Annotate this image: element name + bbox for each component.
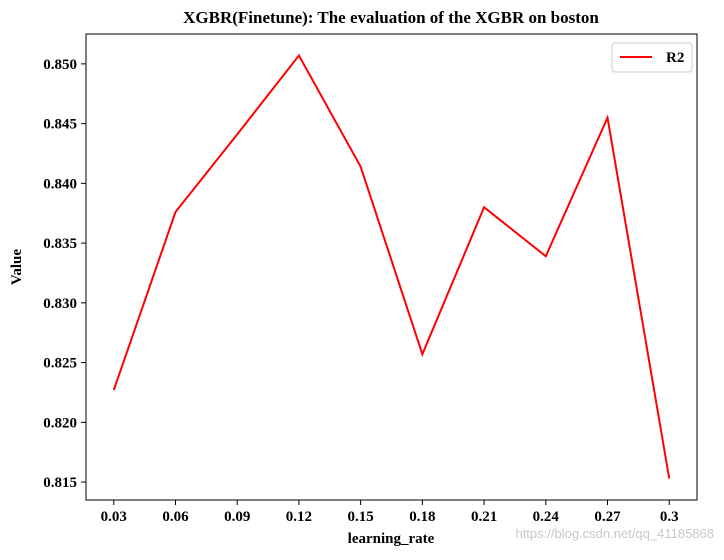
x-tick-label: 0.09 <box>224 509 250 525</box>
legend-label-r2: R2 <box>666 50 684 66</box>
x-tick-label: 0.15 <box>348 509 374 525</box>
chart-title: XGBR(Finetune): The evaluation of the XG… <box>183 8 599 27</box>
y-tick-label: 0.815 <box>43 475 77 491</box>
legend: R2 <box>611 42 693 73</box>
y-tick-label: 0.820 <box>43 415 77 431</box>
y-tick-label: 0.825 <box>43 356 77 372</box>
y-tick-label: 0.830 <box>43 296 77 312</box>
plot-frame <box>85 33 698 501</box>
y-tick-label: 0.845 <box>43 117 77 133</box>
x-tick-label: 0.24 <box>533 509 560 525</box>
y-tick-label: 0.850 <box>43 57 77 73</box>
x-tick-label: 0.06 <box>162 509 189 525</box>
y-axis-label: Value <box>9 249 25 285</box>
series-line-r2 <box>112 53 671 479</box>
x-tick-label: 0.27 <box>594 509 621 525</box>
x-axis-label: learning_rate <box>348 531 435 547</box>
x-tick-label: 0.12 <box>286 509 312 525</box>
x-tick-label: 0.18 <box>409 509 435 525</box>
x-tick-label: 0.03 <box>101 509 127 525</box>
watermark: https://blog.csdn.net/qq_41185868 <box>515 526 714 541</box>
x-tick-label: 0.3 <box>660 509 679 525</box>
y-tick-label: 0.840 <box>43 176 77 192</box>
y-tick-label: 0.835 <box>43 236 77 252</box>
x-tick-label: 0.21 <box>471 509 497 525</box>
